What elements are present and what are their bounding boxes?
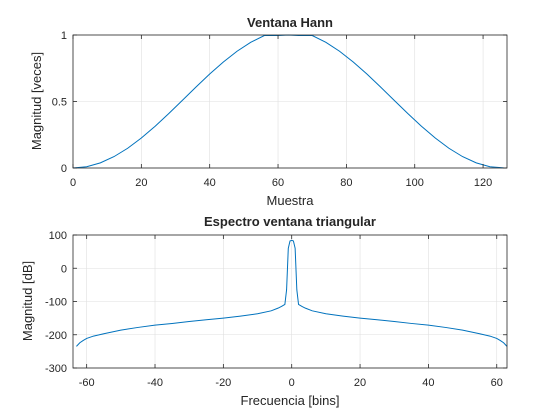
y-axis-label: Magnitud [dB] bbox=[20, 261, 35, 341]
x-tick-label: 20 bbox=[354, 377, 366, 389]
x-tick-label: -20 bbox=[215, 377, 231, 389]
y-tick-label: 1 bbox=[61, 30, 67, 42]
y-tick-label: -200 bbox=[45, 330, 67, 342]
spectrum-line bbox=[76, 239, 508, 347]
chart-title: Espectro ventana triangular bbox=[204, 214, 376, 229]
x-tick-label: 80 bbox=[340, 177, 352, 189]
y-tick-label: 100 bbox=[49, 230, 67, 242]
x-tick-label: 60 bbox=[491, 377, 503, 389]
tick-marks: 0 20 40 60 80 100 120 0 0.5 1 bbox=[52, 30, 507, 189]
y-tick-label: -300 bbox=[45, 363, 67, 375]
x-tick-label: 120 bbox=[474, 177, 492, 189]
x-tick-label: -40 bbox=[147, 377, 163, 389]
y-tick-label: -100 bbox=[45, 297, 67, 309]
x-tick-label: 60 bbox=[272, 177, 284, 189]
y-axis-label: Magnitud [veces] bbox=[29, 52, 44, 150]
x-tick-label: 0 bbox=[289, 377, 295, 389]
y-tick-label: 0.5 bbox=[52, 97, 67, 109]
x-tick-label: 20 bbox=[135, 177, 147, 189]
x-tick-label: 100 bbox=[406, 177, 424, 189]
hann-window-axes: 0 20 40 60 80 100 120 0 0.5 1 Ventana Hann Muestr… bbox=[29, 15, 508, 208]
x-tick-label: 40 bbox=[422, 377, 434, 389]
y-tick-label: 0 bbox=[61, 263, 67, 275]
x-axis-label: Muestra bbox=[267, 193, 315, 208]
x-tick-label: 0 bbox=[70, 177, 76, 189]
x-axis-label: Frecuencia [bins] bbox=[241, 393, 340, 408]
chart-title: Ventana Hann bbox=[247, 15, 333, 30]
x-tick-label: 40 bbox=[204, 177, 216, 189]
y-tick-label: 0 bbox=[61, 163, 67, 175]
x-tick-label: -60 bbox=[79, 377, 95, 389]
